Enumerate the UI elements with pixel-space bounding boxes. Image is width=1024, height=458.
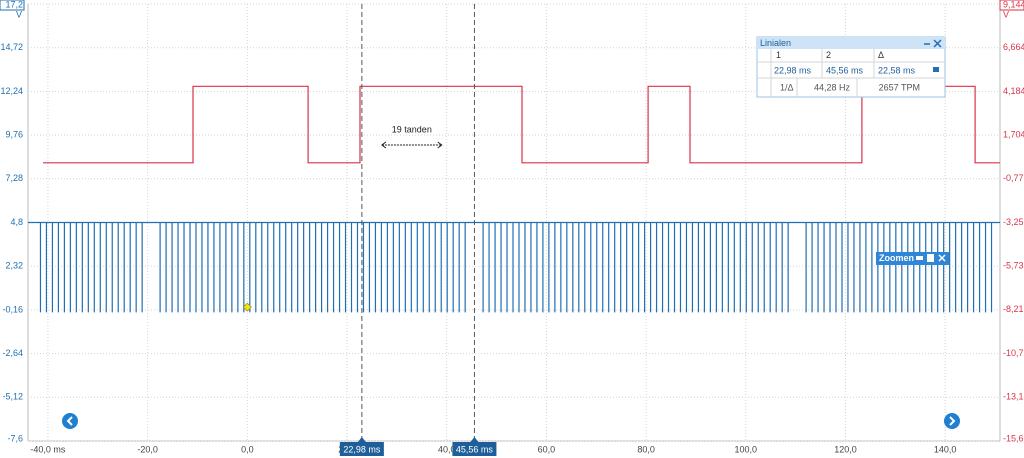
y-tick-label: -5,12: [2, 392, 23, 402]
ruler-1: 22,98 ms: [774, 65, 812, 75]
freq-hz: 44,28 Hz: [814, 82, 851, 92]
y2-tick-label: -5,736: [1003, 261, 1024, 271]
y-tick-label: 7,28: [5, 173, 23, 183]
zoom-close[interactable]: [938, 254, 946, 262]
cursor-label: 45,56 ms: [456, 444, 494, 454]
x-tick-label: 80,0: [637, 444, 655, 454]
cursor-handle: [357, 437, 366, 442]
rulers-panel: Linialen 1 2 Δ 22,98 ms 45,56 ms 22,58 m…: [756, 36, 946, 98]
x-tick-label: 40,0: [438, 444, 456, 454]
arrow-head: [381, 141, 443, 149]
panel-title: Linialen: [760, 38, 791, 48]
x-tick-label: -20,0: [137, 444, 158, 454]
y2-tick-label: -10,7: [1003, 348, 1024, 358]
traces: [28, 85, 1000, 313]
y2-tick-label: 1,704: [1003, 129, 1024, 139]
zoom-title: Zoomen: [879, 253, 914, 263]
freq-rpm: 2657 TPM: [879, 82, 920, 92]
trigger: [242, 302, 252, 312]
close[interactable]: [933, 39, 942, 48]
scroll-left[interactable]: [62, 413, 78, 429]
y2-tick-label: -8,216: [1003, 304, 1024, 314]
y-max-box: [0, 0, 25, 11]
y2-tick-label: -15,66: [1003, 433, 1024, 443]
ruler-delta: 22,58 ms: [878, 65, 916, 75]
y-tick-label: 2,32: [5, 261, 23, 271]
y2-tick-label: -3,256: [1003, 217, 1024, 227]
y2-tick-label: -0,776: [1003, 173, 1024, 183]
annotation: 19 tanden: [392, 124, 432, 134]
y-tick-label: 14,72: [0, 42, 23, 52]
y-tick-label: 9,76: [5, 129, 23, 139]
x-tick-label: 0,0: [241, 444, 254, 454]
x-tick-label: 140,0: [934, 444, 957, 454]
y-unit: V: [16, 9, 22, 19]
lock-icon[interactable]: [933, 67, 939, 72]
col-delta: Δ: [878, 50, 884, 60]
y-tick-label: 12,24: [0, 86, 23, 96]
y2-tick-label: -13,18: [1003, 392, 1024, 402]
x-tick-label: 60,0: [538, 444, 556, 454]
cursor-label-box[interactable]: [339, 442, 384, 456]
col-2: 2: [826, 50, 831, 60]
y2-unit: V: [1003, 9, 1009, 19]
zoom-min[interactable]: [916, 256, 923, 260]
y-tick-label: -2,64: [2, 348, 23, 358]
y2-tick-label: 6,664: [1003, 42, 1024, 52]
y-tick-label: 17,2: [5, 0, 23, 9]
zoom-max[interactable]: [927, 254, 934, 262]
x-tick-label: -40,0 ms: [30, 444, 66, 454]
ruler-2: 45,56 ms: [826, 65, 864, 75]
cursor-label-box[interactable]: [452, 442, 497, 456]
y2-tick-label: 9,144: [1003, 0, 1024, 9]
scroll-right[interactable]: [944, 413, 960, 429]
zoom-panel: Zoomen: [876, 252, 949, 265]
cursor-label: 22,98 ms: [343, 444, 381, 454]
x-tick-label: 100,0: [735, 444, 758, 454]
y2-max-box: [999, 0, 1024, 11]
col-1: 1: [776, 50, 781, 60]
freq-label: 1/Δ: [780, 82, 794, 92]
y-tick-label: -7,6: [7, 433, 23, 443]
y2-tick-label: 4,184: [1003, 86, 1024, 96]
cursor-handle: [470, 437, 479, 442]
y-tick-label: -0,16: [2, 304, 23, 314]
panel-header: [757, 37, 945, 49]
x-tick-label: 120,0: [834, 444, 857, 454]
y-tick-label: 4,8: [10, 217, 23, 227]
